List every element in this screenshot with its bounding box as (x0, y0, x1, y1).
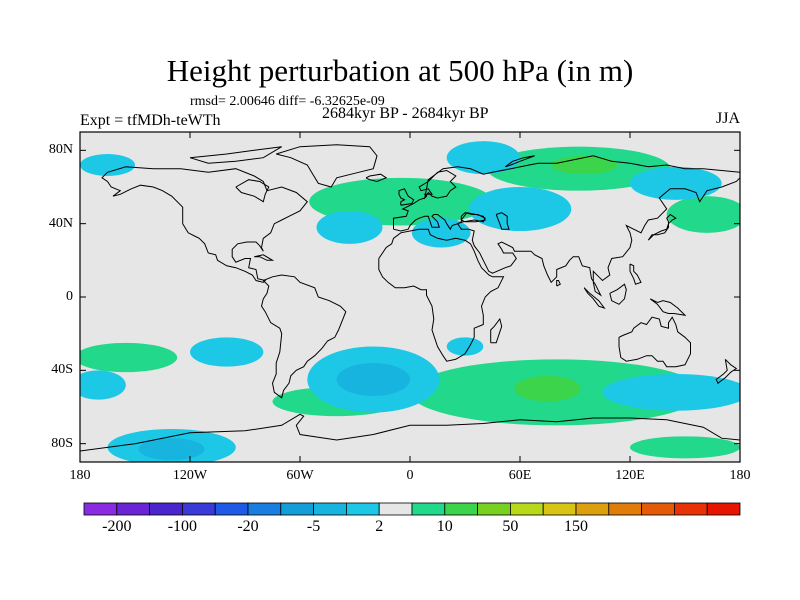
coastline-cuba (254, 254, 275, 261)
stats-text: rmsd= 2.00646 diff= -6.32625e-09 (190, 94, 385, 109)
experiment-label: Expt = tfMDh-teWTh (80, 112, 221, 129)
field-blue-australia-s (602, 374, 740, 411)
lon-label: 60W (286, 468, 314, 483)
coastline-greenland (276, 144, 378, 188)
coastlines (80, 144, 740, 452)
coastline-new-guinea (649, 298, 687, 317)
colorbar-swatch (477, 502, 511, 516)
field-blue-n-atlantic (316, 210, 383, 244)
colorbar-swatch (444, 502, 478, 516)
colorbar-label: -20 (237, 518, 259, 535)
field-blue-mediterranean (411, 218, 471, 248)
colorbar-swatch (116, 502, 151, 516)
field-blue-central-asia (468, 187, 572, 231)
axis-ticks (79, 132, 741, 462)
colorbar (83, 502, 741, 516)
colorbar-label: 10 (436, 518, 453, 535)
lon-label: 120E (615, 468, 645, 483)
coastline-australia (618, 316, 691, 368)
colorbar-swatch (509, 502, 544, 516)
colorbar-label: -5 (306, 518, 321, 535)
colorbar-label: 50 (502, 518, 519, 535)
coastline-antarctica (80, 413, 740, 452)
coastline-novaya-zemlya (505, 155, 535, 168)
field-green-s-antarctic-e (630, 436, 740, 459)
colorbar-swatch (280, 502, 314, 516)
field-blue-n-pacific-sw (630, 166, 722, 200)
colorbar-swatch (83, 502, 118, 516)
colorbar-swatch (181, 502, 216, 516)
lat-label: 40S (51, 362, 73, 378)
field-blue-s-indian (446, 337, 484, 356)
lon-label: 180 (729, 468, 751, 483)
coastline-hudson-bay (235, 179, 270, 203)
colorbar-label: -100 (167, 518, 198, 535)
colorbar-swatch (313, 502, 347, 516)
period-label: 2684kyr BP - 2684kyr BP (322, 105, 489, 122)
lon-label: 120W (172, 468, 208, 483)
colorbar-swatch (575, 502, 610, 516)
coastline-new-zealand (715, 358, 738, 384)
colorbar-swatch (674, 502, 708, 516)
coastline-africa (378, 228, 505, 362)
lat-label: 0 (66, 289, 73, 304)
coastline-iceland (365, 173, 388, 183)
colorbar-label: 2 (375, 518, 384, 535)
field-blue-s-pacific-w (80, 370, 126, 400)
coastline-madagascar (490, 317, 503, 344)
colorbar-swatch (706, 502, 741, 516)
colorbar-swatch (542, 502, 577, 516)
colorbar-swatch (608, 502, 642, 516)
coastline-arctic-islands (189, 146, 282, 164)
field-darker-blue-s-atlantic (336, 363, 411, 396)
colorbar-swatch (149, 502, 183, 516)
field-darker-green-s-indian (514, 375, 581, 402)
colorbar-swatch (411, 502, 446, 516)
colorbar-label: -200 (102, 518, 132, 535)
map-title: Height perturbation at 500 hPa (in m) (166, 53, 634, 88)
colorbar-swatch (214, 502, 249, 516)
field-darker-blue-s-pacific (138, 438, 205, 461)
field-green-s-pacific-w (80, 342, 178, 373)
coastline-sumatra (583, 287, 606, 309)
lat-label: 40N (48, 215, 73, 231)
field-blue-barents (446, 141, 520, 175)
coastline-south-america (260, 274, 347, 399)
coastline-indonesia-borneo (609, 283, 627, 305)
colorbar-swatch (345, 502, 380, 516)
coastline-great-britain (398, 188, 415, 206)
lat-label: 80N (48, 142, 73, 158)
lat-label: 80S (51, 435, 73, 451)
colorbar-label: 150 (564, 518, 588, 535)
season-label: JJA (716, 110, 741, 127)
coastline-north-america (101, 166, 308, 283)
field-blue-arctic-canada (80, 154, 135, 176)
field-green-n-pacific (666, 196, 740, 233)
coastline-philippines (629, 263, 642, 285)
colorbar-swatch (378, 502, 413, 516)
field-blue-s-pacific-e (190, 337, 264, 367)
coastline-caspian (495, 212, 510, 230)
coastline-black-sea (460, 212, 486, 223)
lon-label: 0 (406, 468, 414, 483)
lon-label: 180 (69, 468, 91, 483)
lon-label: 60E (508, 468, 532, 483)
field-darker-green-siberia (551, 155, 618, 175)
colorbar-swatch (641, 502, 675, 516)
colorbar-swatch (247, 502, 282, 516)
coastline-sri-lanka (556, 280, 561, 287)
coastline-japan (647, 213, 677, 241)
